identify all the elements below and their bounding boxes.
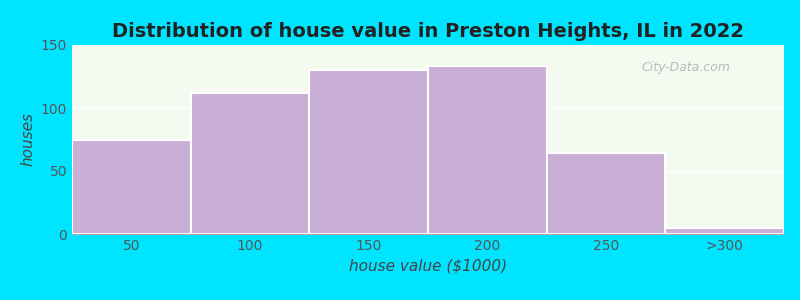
- X-axis label: house value ($1000): house value ($1000): [349, 258, 507, 273]
- Bar: [546, 153, 666, 234]
- Text: City-Data.com: City-Data.com: [642, 61, 730, 74]
- Title: Distribution of house value in Preston Heights, IL in 2022: Distribution of house value in Preston H…: [112, 22, 744, 41]
- Y-axis label: houses: houses: [20, 112, 35, 166]
- Bar: [666, 228, 784, 234]
- Bar: [310, 70, 428, 234]
- Bar: [72, 140, 190, 234]
- Bar: [428, 66, 546, 234]
- Bar: [190, 93, 310, 234]
